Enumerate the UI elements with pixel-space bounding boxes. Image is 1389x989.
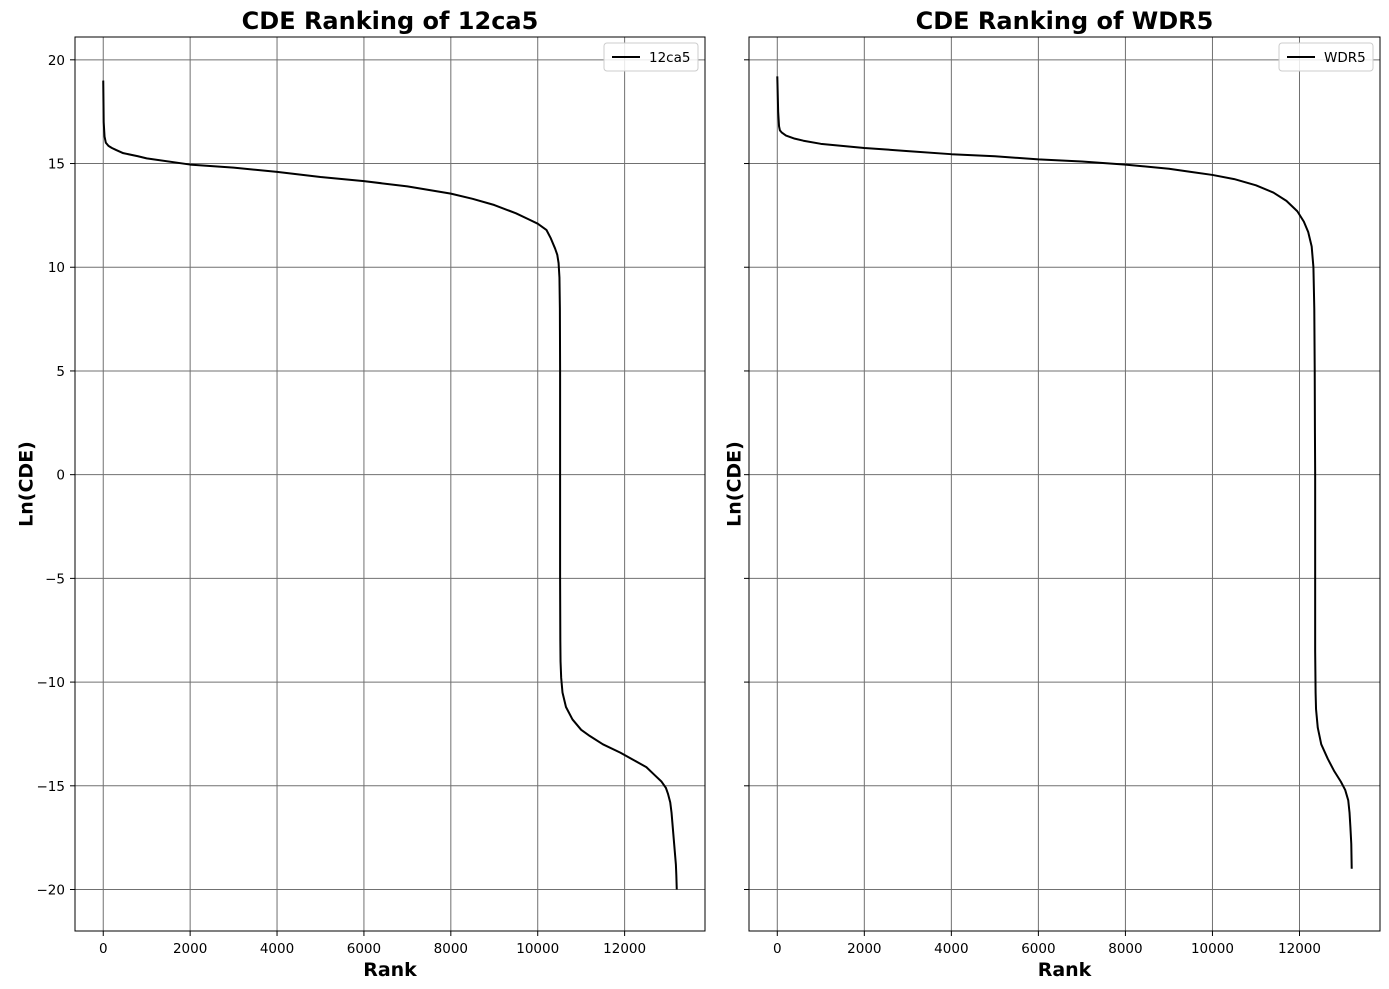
chart-title: CDE Ranking of WDR5 [916, 7, 1214, 35]
y-tick-label: 0 [56, 468, 65, 484]
x-tick-label: 2000 [847, 941, 881, 957]
legend-box [603, 42, 699, 72]
series-line-wdr5 [776, 76, 1353, 869]
y-tick-label: 10 [48, 260, 65, 276]
legend-label: WDR5 [1324, 50, 1366, 66]
y-tick-label: 15 [48, 157, 65, 173]
axis-ticks: 0 2000 4000 6000 8000 10000 12000 [744, 59, 1321, 957]
y-axis-label: Ln(CDE) [724, 441, 746, 527]
legend-label: 12ca5 [649, 50, 690, 66]
legend: 12ca5 [603, 42, 699, 72]
y-tick-label: 5 [56, 364, 65, 380]
x-tick-label: 0 [773, 941, 782, 957]
chart-panel-wdr5: CDE Ranking of WDR5 Rank Ln(CDE) 0 2000 40… [724, 7, 1381, 981]
x-tick-label: 4000 [260, 941, 294, 957]
x-axis-label: Rank [1038, 959, 1092, 981]
chart-title: CDE Ranking of 12ca5 [242, 7, 539, 35]
y-tick-label: 20 [48, 53, 65, 69]
x-tick-label: 10000 [516, 941, 559, 957]
x-tick-label: 8000 [434, 941, 468, 957]
grid-lines [75, 37, 705, 931]
x-tick-label: 2000 [173, 941, 207, 957]
plot-area-frame [74, 36, 706, 932]
x-axis-label: Rank [363, 959, 417, 981]
y-tick-label: −10 [37, 675, 66, 691]
x-tick-label: 0 [99, 941, 108, 957]
chart-panel-12ca5: CDE Ranking of 12ca5 Rank Ln(CDE) 0 2000 4… [16, 7, 706, 981]
plot-area-frame [748, 36, 1381, 932]
series-line-12ca5 [102, 80, 678, 890]
x-tick-label: 10000 [1191, 941, 1234, 957]
y-tick-label: −20 [37, 883, 66, 899]
x-tick-label: 12000 [1278, 941, 1321, 957]
x-tick-label: 6000 [347, 941, 381, 957]
legend: WDR5 [1278, 42, 1374, 72]
legend-box [1278, 42, 1374, 72]
y-tick-label: −5 [45, 571, 65, 587]
y-tick-label: −15 [37, 779, 66, 795]
x-tick-label: 6000 [1021, 941, 1055, 957]
x-tick-label: 12000 [603, 941, 646, 957]
y-axis-label: Ln(CDE) [16, 441, 38, 527]
grid-lines [749, 37, 1380, 931]
x-tick-label: 8000 [1108, 941, 1142, 957]
x-tick-label: 4000 [934, 941, 968, 957]
axis-ticks: 0 2000 4000 6000 8000 10000 12000 20 15 10 5 0 −5 −10… [37, 53, 647, 957]
